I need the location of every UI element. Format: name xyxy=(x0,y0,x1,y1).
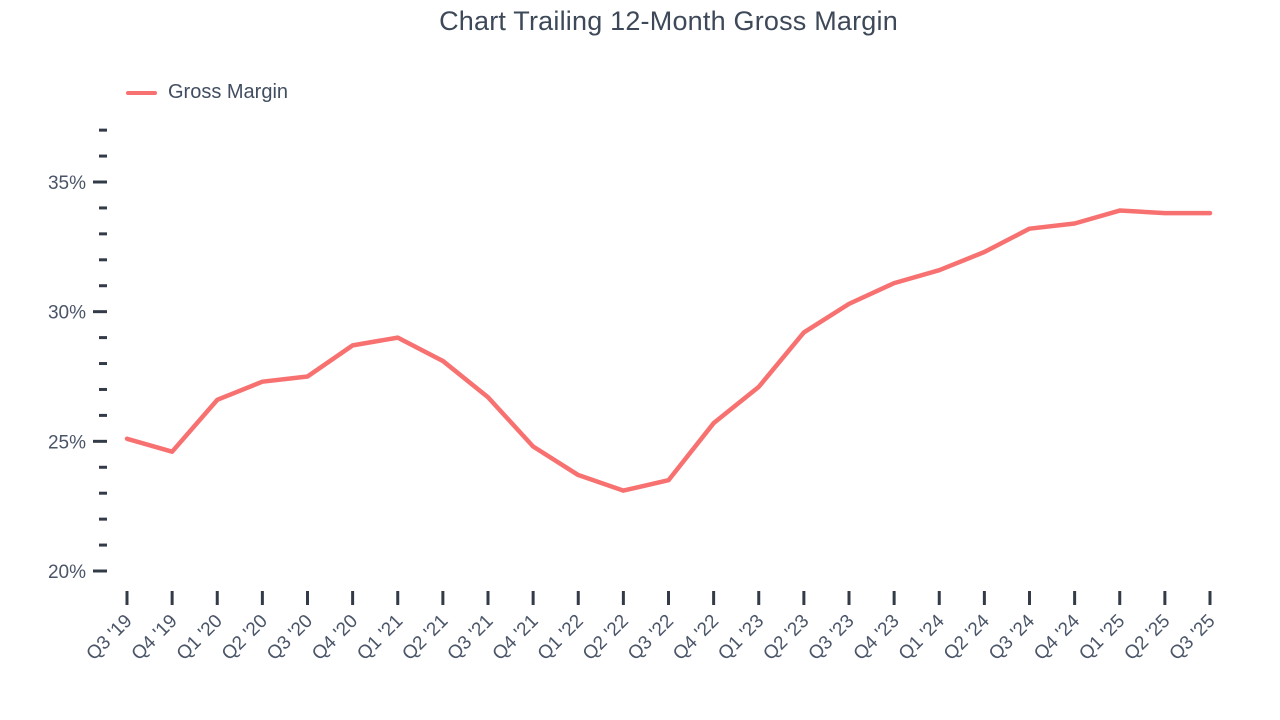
x-axis-tick-label: Q3 '21 xyxy=(444,611,498,665)
x-axis-tick-label: Q4 '20 xyxy=(308,611,362,665)
y-axis-tick-label: 35% xyxy=(48,173,86,194)
x-axis-tick-label: Q3 '25 xyxy=(1166,611,1220,665)
x-axis-tick-label: Q4 '22 xyxy=(669,611,723,665)
x-axis-tick-label: Q4 '21 xyxy=(489,611,543,665)
x-axis-tick-label: Q1 '20 xyxy=(173,611,227,665)
x-axis-tick-label: Q1 '22 xyxy=(534,611,588,665)
y-axis-tick-label: 25% xyxy=(48,432,86,453)
x-axis-tick-label: Q2 '20 xyxy=(218,611,272,665)
x-axis-tick-label: Q2 '25 xyxy=(1120,611,1174,665)
x-axis-tick-label: Q3 '24 xyxy=(985,610,1039,664)
x-axis-tick-label: Q4 '19 xyxy=(128,611,182,665)
x-axis-tick-label: Q3 '19 xyxy=(83,611,137,665)
x-axis-tick-label: Q2 '22 xyxy=(579,611,633,665)
x-axis-tick-label: Q1 '23 xyxy=(714,611,768,665)
x-axis-tick-label: Q3 '20 xyxy=(263,611,317,665)
x-axis-tick-label: Q2 '21 xyxy=(398,611,452,665)
legend: Gross Margin xyxy=(126,81,288,104)
x-axis-tick-label: Q2 '23 xyxy=(759,611,813,665)
y-axis-tick-label: 30% xyxy=(48,303,86,324)
x-axis-tick-label: Q4 '23 xyxy=(850,611,904,665)
y-axis-tick-label: 20% xyxy=(48,562,86,583)
x-axis-tick-label: Q1 '25 xyxy=(1075,611,1129,665)
x-axis-tick-label: Q2 '24 xyxy=(940,610,994,664)
x-axis-tick-label: Q1 '21 xyxy=(353,611,407,665)
chart-title: Chart Trailing 12-Month Gross Margin xyxy=(439,6,898,36)
legend-line-swatch xyxy=(126,90,157,95)
x-axis-tick-label: Q4 '24 xyxy=(1030,610,1084,664)
x-axis-tick-label: Q1 '24 xyxy=(895,610,949,664)
legend-label: Gross Margin xyxy=(168,81,289,103)
gross-margin-line xyxy=(124,208,1213,493)
x-axis-tick-label: Q3 '23 xyxy=(805,611,859,665)
x-axis-tick-label: Q3 '22 xyxy=(624,611,678,665)
